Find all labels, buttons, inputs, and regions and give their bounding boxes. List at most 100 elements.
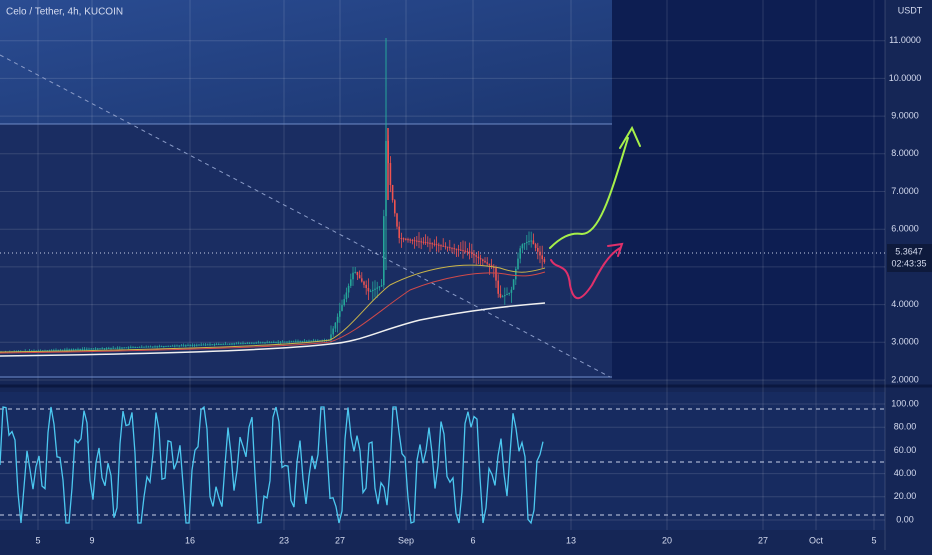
candle-body (471, 252, 473, 254)
candle-body (455, 248, 458, 250)
candle-body (268, 342, 271, 344)
candle-body (185, 345, 187, 347)
candle-body (121, 347, 123, 349)
time-label: 6 (470, 535, 475, 545)
candle-body (400, 238, 403, 240)
candle-body (354, 271, 356, 273)
candle-body (306, 340, 308, 342)
moving-average-fast (0, 271, 546, 354)
time-label: Sep (398, 535, 414, 545)
last-price-box (887, 244, 932, 272)
price-label: 7.0000 (891, 186, 919, 196)
candle-body (286, 341, 288, 343)
candle-body (55, 349, 57, 351)
candle-body (440, 245, 442, 247)
candle-body (231, 343, 233, 345)
candle-body (374, 288, 376, 290)
candle-body (196, 344, 198, 346)
candle-body (490, 265, 493, 267)
candle-body (378, 286, 381, 288)
candle-body (352, 272, 354, 280)
candle-body (310, 340, 312, 342)
time-label: 23 (279, 535, 289, 545)
trend-line (0, 54, 611, 378)
time-label: 27 (335, 535, 345, 545)
candle-body (218, 344, 220, 346)
candle-body (237, 343, 240, 345)
candle-body (88, 348, 90, 350)
price-unit: USDT (898, 5, 923, 15)
candle-body (495, 267, 497, 281)
candle-body (145, 346, 147, 348)
candle-body (510, 289, 513, 293)
candle-body (389, 163, 392, 185)
candle-body (361, 278, 363, 282)
candle-body (44, 350, 46, 352)
range-zone-top (0, 0, 612, 124)
candle-body (541, 255, 543, 260)
candle-body (244, 343, 246, 345)
candle-body (444, 246, 447, 248)
candle-body (499, 293, 502, 298)
candle-body (345, 292, 348, 300)
candle-body (473, 253, 475, 256)
candle-body (99, 348, 101, 350)
candle-body (165, 345, 167, 347)
candle-body (143, 346, 145, 348)
candle-body (66, 349, 68, 351)
candle-body (191, 344, 194, 346)
candle-body (134, 347, 136, 349)
candle-body (427, 242, 429, 244)
candle-body (81, 348, 84, 350)
candle-body (486, 262, 488, 264)
candle-body (442, 245, 444, 247)
candle-body (539, 251, 541, 256)
candle-body (299, 341, 301, 343)
candle-body (530, 240, 532, 242)
candle-body (125, 347, 128, 349)
candle-body (116, 347, 119, 349)
candle-body (330, 334, 332, 341)
candle-body (226, 343, 229, 345)
candle-body (158, 346, 161, 348)
candle-body (207, 344, 209, 346)
candle-body (433, 243, 436, 245)
candle-body (178, 345, 180, 347)
candle-body (517, 258, 519, 269)
candle-body (284, 341, 286, 343)
candle-body (396, 213, 398, 227)
candle-body (180, 345, 183, 347)
candle-body (446, 246, 449, 248)
time-label: 16 (185, 535, 195, 545)
candle-body (350, 279, 352, 286)
candle-body (431, 243, 433, 245)
candle-body (215, 344, 218, 346)
candle-body (50, 350, 53, 352)
candle-body (336, 316, 339, 323)
last-price: 5.3647 (895, 246, 923, 256)
candle-body (182, 345, 185, 347)
candle-body (343, 299, 345, 306)
candle-body (79, 349, 81, 351)
candle-body (193, 344, 196, 346)
time-label: 5 (35, 535, 40, 545)
candle-body (402, 238, 405, 240)
candle-body (457, 249, 460, 251)
bar-countdown: 02:43:35 (891, 258, 926, 268)
grid (0, 0, 885, 530)
price-label: 4.0000 (891, 299, 919, 309)
candle-body (523, 243, 526, 245)
oscillator-label: 40.00 (894, 468, 917, 478)
candle-body (257, 342, 260, 344)
oscillator-label: 60.00 (894, 445, 917, 455)
candle-body (429, 242, 431, 244)
candle-body (407, 239, 409, 241)
oscillator-label: 100.00 (891, 398, 919, 408)
candle-body (169, 345, 172, 347)
candle-body (136, 346, 139, 348)
candle-body (253, 342, 255, 344)
candle-body (68, 349, 70, 351)
candle-body (449, 247, 451, 249)
candle-body (424, 242, 427, 244)
candle-body (138, 346, 141, 348)
